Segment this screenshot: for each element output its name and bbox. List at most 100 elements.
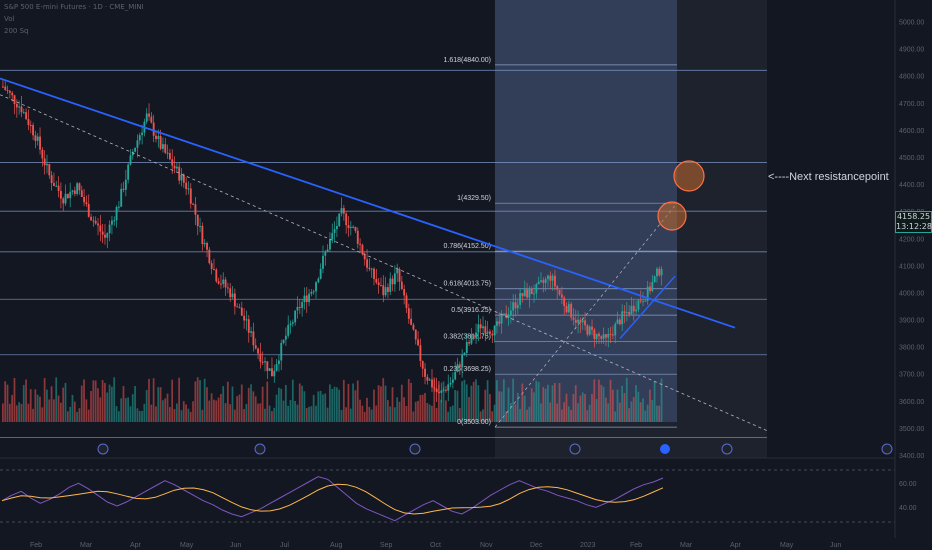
candle-body — [206, 243, 208, 250]
volume-bar — [90, 390, 92, 422]
candle-body — [238, 307, 241, 309]
fib-label: 0.382(3818.75) — [444, 334, 491, 341]
rsi-lines: 60.00 40.00 — [1, 476, 917, 522]
candle-body — [157, 136, 160, 139]
candle-body — [565, 306, 568, 313]
volume-bar — [428, 404, 431, 422]
candle-body — [64, 193, 67, 204]
candle-body — [363, 254, 366, 260]
candle-body — [419, 345, 422, 361]
volume-bar — [245, 403, 248, 422]
candle-body — [264, 361, 266, 363]
volume-bar — [366, 397, 368, 422]
x-tick-label: Apr — [130, 542, 142, 549]
event-icon — [409, 443, 421, 455]
event-icon — [881, 443, 893, 455]
candle-body — [502, 313, 505, 315]
volume-bar — [605, 397, 607, 422]
volume-bar — [331, 388, 334, 422]
candle-body — [649, 286, 651, 292]
candle-body — [484, 326, 487, 333]
candle-body — [243, 315, 246, 321]
candle-body — [373, 268, 375, 279]
candle-body — [567, 303, 570, 313]
volume-bar — [345, 407, 347, 422]
candle-body — [173, 165, 176, 169]
candle-body — [359, 243, 362, 245]
candle-body — [50, 175, 53, 184]
candle-body — [152, 122, 155, 136]
candle-body — [287, 325, 290, 336]
volume-bar — [301, 385, 303, 422]
volume-bar — [217, 397, 220, 422]
volume-bar — [623, 392, 626, 422]
candle-body — [454, 371, 457, 380]
candle-body — [442, 389, 445, 391]
volume-bar — [34, 389, 37, 422]
candle-body — [266, 361, 269, 371]
candle-body — [76, 183, 79, 194]
candle-body — [391, 278, 394, 285]
time-axis[interactable]: Feb Mar Apr May Jun Jul Aug Sep Oct Nov Dec 2023 Feb… — [30, 542, 841, 549]
x-tick-label: Jun — [830, 542, 841, 549]
candle-body — [356, 230, 359, 244]
volume-bar — [359, 399, 361, 422]
y-tick-label: 4600.00 — [899, 128, 924, 135]
volume-bar — [50, 386, 53, 422]
candle-body — [273, 370, 276, 377]
volume-bar — [64, 382, 67, 422]
volume-bar — [59, 402, 62, 422]
candle-body — [414, 329, 417, 340]
volume-bar — [236, 396, 238, 422]
volume-bar — [468, 397, 470, 422]
volume-bar — [298, 383, 301, 422]
volume-bar — [208, 400, 211, 422]
resistance-circle-lower[interactable] — [657, 201, 687, 231]
volume-bar — [305, 407, 308, 422]
volume-bar — [36, 394, 39, 422]
candle-body — [229, 288, 232, 298]
volume-bar — [642, 398, 644, 422]
volume-bar — [73, 401, 76, 422]
volume-bar — [509, 402, 512, 422]
candle-body — [39, 136, 41, 150]
event-markers[interactable] — [97, 443, 893, 455]
volume-bar — [319, 390, 322, 422]
candle-body — [294, 310, 297, 323]
candle-body — [512, 302, 515, 311]
candle-body — [66, 193, 69, 199]
volume-bar — [352, 383, 354, 422]
volume-bar — [273, 407, 276, 422]
symbol-title[interactable]: S&P 500 E-mini Futures · 1D · CME_MINI — [4, 3, 144, 11]
candle-body — [417, 339, 420, 346]
volume-bar — [553, 382, 556, 422]
volume-bar — [398, 401, 401, 422]
candle-body — [73, 190, 76, 194]
volume-bar — [238, 394, 241, 422]
volume-bar — [496, 380, 498, 422]
candle-body — [317, 278, 320, 283]
candle-body — [134, 147, 137, 152]
candle-body — [36, 136, 39, 141]
candle-body — [591, 326, 593, 330]
x-tick-label: Feb — [30, 542, 42, 549]
volume-bar — [502, 379, 505, 422]
event-icon — [97, 443, 109, 455]
volume-bar — [600, 384, 603, 422]
resistance-circle-upper[interactable] — [673, 160, 705, 192]
candle-body — [611, 334, 614, 336]
trendlines — [0, 77, 768, 431]
volume-bar — [426, 403, 429, 422]
candle-body — [338, 213, 341, 226]
volume-bar — [11, 394, 14, 422]
candle-body — [18, 106, 21, 108]
candle-body — [162, 144, 164, 149]
volume-bar — [20, 403, 23, 422]
volume-bar — [261, 386, 264, 422]
volume-bar — [475, 379, 477, 422]
candle-body — [312, 291, 315, 293]
candle-body — [46, 163, 48, 166]
candle-body — [533, 293, 535, 295]
volume-bar — [354, 390, 357, 422]
